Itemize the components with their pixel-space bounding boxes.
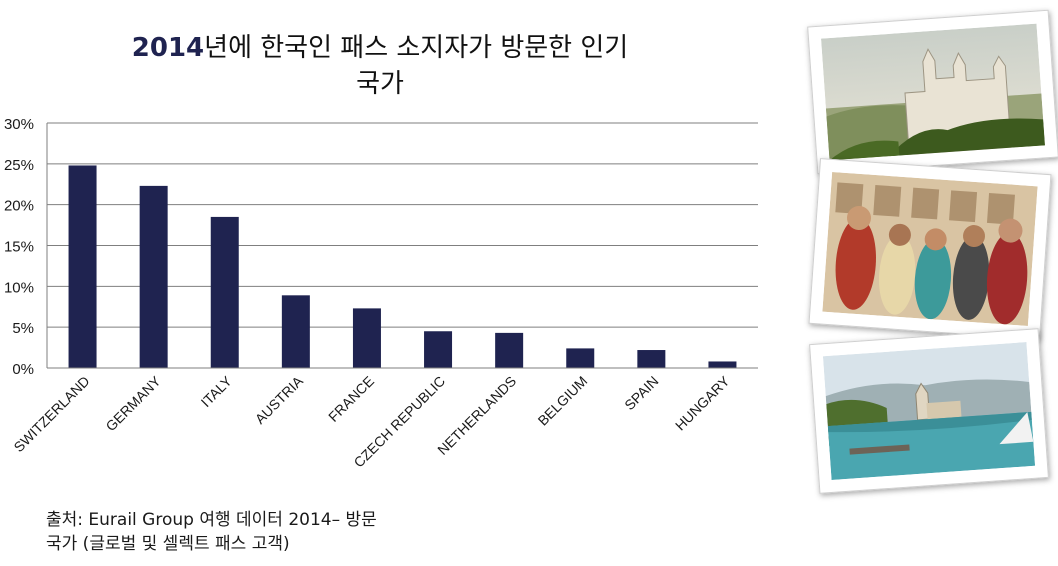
bar-czech-republic (424, 331, 453, 368)
y-tick-label: 5% (12, 320, 34, 337)
x-tick-label: GERMANY (102, 372, 164, 434)
y-tick-label: 0% (12, 361, 34, 378)
x-tick-label: ITALY (198, 372, 236, 410)
bar-hungary (708, 361, 737, 368)
x-tick-label: HUNGARY (672, 372, 733, 433)
bar-belgium (566, 348, 595, 368)
bar-netherlands (495, 332, 524, 368)
castle-photo (807, 9, 1058, 175)
source-line-1: 출처: Eurail Group 여행 데이터 2014– 방문 (46, 510, 377, 530)
chart-title-line2: 국가 (356, 69, 404, 99)
chart-title-year: 2014 (131, 33, 205, 63)
x-tick-label: FRANCE (325, 373, 377, 425)
y-tick-label: 10% (4, 279, 34, 296)
bar-switzerland (68, 165, 97, 368)
bar-france (352, 308, 381, 368)
source-note: 출처: Eurail Group 여행 데이터 2014– 방문 국가 (글로벌… (46, 508, 466, 556)
x-tick-label: AUSTRIA (252, 372, 307, 427)
x-tick-label: NETHERLANDS (434, 373, 519, 458)
x-tick-label: SPAIN (621, 373, 661, 413)
colosseum-group-photo (808, 158, 1052, 340)
bar-austria (281, 295, 310, 368)
chart-title-text: 년에 한국인 패스 소지자가 방문한 인기 (204, 33, 629, 63)
source-line-2: 국가 (글로벌 및 셀렉트 패스 고객) (46, 534, 290, 554)
y-tick-label: 15% (4, 239, 34, 256)
x-tick-label: SWITZERLAND (10, 373, 92, 455)
bar-italy (210, 216, 239, 368)
lake-photo (809, 328, 1049, 494)
y-tick-label: 25% (4, 157, 34, 174)
y-tick-label: 20% (4, 198, 34, 215)
bar-spain (637, 350, 666, 368)
x-tick-label: BELGIUM (534, 373, 590, 429)
bar-germany (139, 185, 168, 368)
bar-chart: 0% 5% 10% 15% 20% 25% 30% SWITZERLAND GERMANY ITA… (4, 116, 758, 470)
y-tick-label: 30% (4, 116, 34, 133)
chart-title: 2014년에 한국인 패스 소지자가 방문한 인기 국가 (60, 30, 700, 102)
